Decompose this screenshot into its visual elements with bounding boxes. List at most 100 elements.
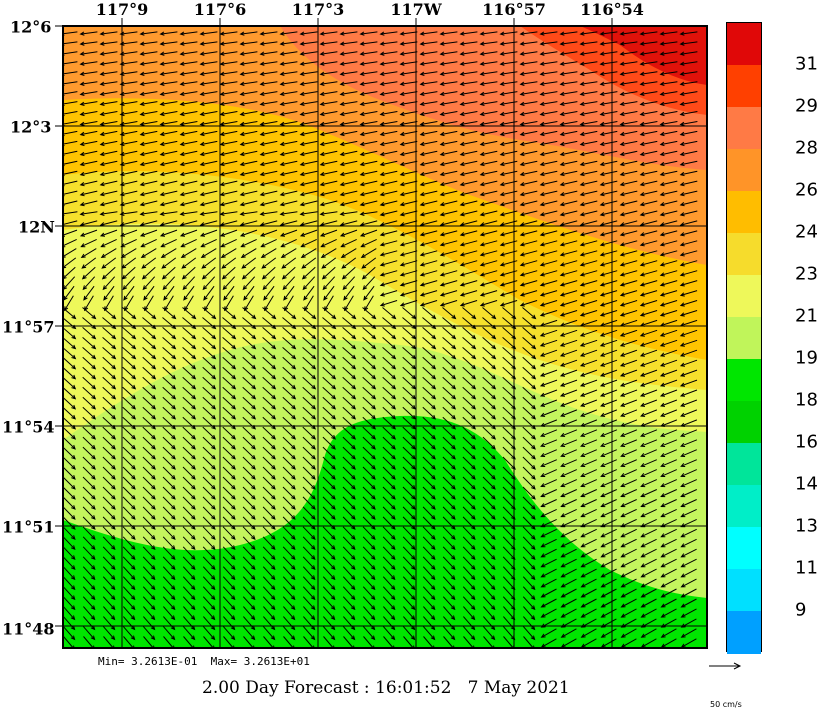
wind-arrow: [439, 240, 458, 247]
wind-arrow: [600, 459, 617, 467]
wind-arrow: [199, 220, 218, 227]
wind-arrow: [203, 626, 216, 641]
wind-arrow: [580, 489, 598, 498]
wind-arrow: [199, 140, 218, 147]
wind-arrow: [119, 91, 138, 96]
wind-arrow: [159, 190, 178, 197]
wind-arrow: [122, 516, 136, 530]
wind-arrow: [162, 416, 177, 430]
wind-arrow: [219, 200, 238, 207]
wind-arrow: [519, 220, 538, 227]
wind-arrow: [560, 528, 577, 538]
wind-arrow: [599, 61, 618, 66]
wind-arrow: [580, 588, 597, 598]
wind-arrow: [442, 356, 457, 370]
wind-arrow: [522, 386, 537, 400]
wind-arrow: [359, 229, 378, 237]
wind-arrow: [162, 516, 176, 530]
wind-arrow: [619, 379, 638, 387]
wind-arrow: [243, 295, 254, 312]
wind-arrow: [83, 295, 94, 312]
wind-arrow: [442, 307, 457, 320]
wind-arrow: [679, 170, 698, 177]
wind-arrow: [241, 257, 257, 269]
wind-arrow: [379, 31, 398, 36]
longitude-label: 117°6: [193, 0, 247, 19]
wind-arrow: [462, 586, 476, 601]
wind-arrow: [162, 406, 177, 420]
wind-arrow: [342, 466, 356, 480]
wind-arrow: [279, 211, 298, 216]
wind-arrow: [419, 210, 438, 217]
wind-arrow: [282, 526, 296, 541]
wind-arrow: [181, 266, 196, 280]
wind-arrow: [340, 248, 357, 259]
wind-arrow: [659, 329, 678, 337]
wind-arrow: [399, 91, 418, 96]
wind-arrow: [163, 616, 176, 631]
wind-arrow: [660, 429, 678, 437]
wind-arrow: [499, 170, 518, 177]
wind-arrow: [239, 51, 258, 56]
wind-arrow: [342, 546, 356, 561]
wind-arrow: [239, 160, 258, 167]
wind-arrow: [640, 538, 657, 548]
color-legend: [726, 22, 762, 654]
wind-arrow: [599, 210, 618, 217]
wind-arrow: [222, 366, 237, 380]
wind-arrow: [119, 190, 138, 197]
wind-arrow: [502, 436, 516, 450]
wind-arrow: [659, 101, 678, 106]
wind-arrow: [499, 121, 518, 127]
wind-arrow: [302, 376, 317, 390]
wind-arrow: [659, 190, 678, 197]
wind-arrow: [122, 466, 136, 480]
wind-arrow: [560, 429, 578, 437]
wind-arrow: [439, 220, 458, 227]
wind-arrow: [619, 190, 638, 197]
axis-ticks: [55, 18, 613, 627]
wind-arrow: [640, 558, 657, 568]
wind-arrow: [139, 180, 158, 187]
wind-arrow: [99, 81, 118, 86]
wind-arrow: [560, 628, 577, 638]
latitude-label: 11°54: [2, 417, 55, 437]
wind-arrow: [439, 200, 458, 207]
wind-arrow: [379, 210, 398, 217]
wind-arrow: [439, 61, 458, 66]
wind-arrow: [499, 61, 518, 66]
wind-arrow: [182, 456, 196, 470]
wind-arrow: [639, 339, 658, 347]
wind-arrow: [163, 606, 176, 621]
wind-arrow: [462, 337, 477, 350]
wind-arrow: [142, 466, 156, 480]
wind-arrow: [323, 285, 335, 301]
wind-arrow: [322, 406, 337, 420]
wind-arrow: [519, 61, 538, 66]
wind-arrow: [620, 489, 638, 498]
wind-arrow: [559, 339, 578, 347]
wind-arrow: [161, 266, 176, 280]
wind-arrow: [242, 526, 256, 541]
wind-arrow: [539, 310, 558, 317]
wind-arrow: [422, 386, 437, 400]
wind-arrow: [579, 379, 598, 387]
wind-arrow: [322, 476, 336, 490]
wind-arrow: [482, 307, 497, 320]
wind-arrow: [299, 130, 318, 137]
wind-arrow: [459, 121, 478, 127]
wind-arrow: [119, 150, 138, 157]
wind-arrow: [519, 250, 538, 257]
wind-arrow: [660, 499, 677, 508]
wind-arrow: [399, 240, 418, 247]
wind-arrow: [199, 200, 218, 207]
wind-arrow: [379, 91, 398, 96]
wind-arrow: [299, 211, 318, 216]
wind-arrow: [242, 486, 256, 500]
wind-arrow: [579, 111, 598, 117]
wind-arrow: [659, 230, 678, 237]
wind-arrow: [79, 211, 98, 216]
wind-arrow: [600, 628, 617, 638]
wind-arrow: [599, 170, 618, 177]
wind-arrow: [200, 238, 217, 248]
